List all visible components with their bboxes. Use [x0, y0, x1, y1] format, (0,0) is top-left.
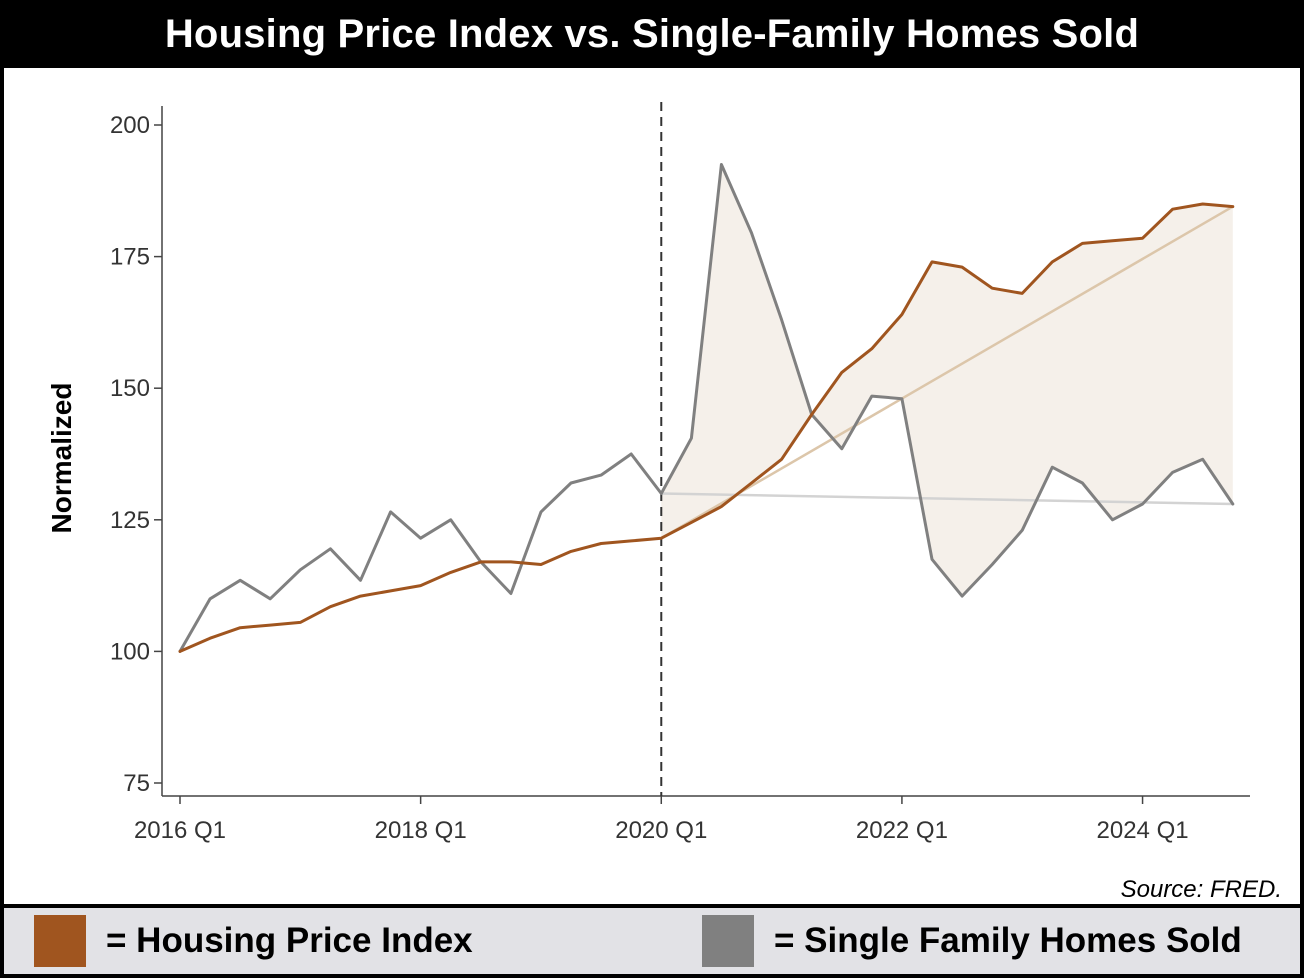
x-tick-label: 2016 Q1: [134, 817, 226, 844]
source-note: Source: FRED.: [1120, 876, 1282, 903]
chart-panel: 75 100 125 150 175 200 2016 Q1 2018 Q1 2020 Q1 20…: [4, 68, 1300, 904]
series-lines: [178, 163, 1235, 653]
series-line-hpi: [178, 202, 1235, 653]
y-tick-label: 200: [110, 112, 150, 139]
legend-label-homes: = Single Family Homes Sold: [774, 921, 1242, 960]
x-tick-label: 2018 Q1: [375, 817, 467, 844]
legend-swatch-hpi: [34, 915, 86, 967]
x-tick-label: 2020 Q1: [615, 817, 707, 844]
trend-line-homes: [661, 492, 1233, 506]
y-axis-label: Normalized: [46, 383, 77, 534]
post-2020-shaded-region: [661, 164, 1233, 597]
x-tick-label: 2024 Q1: [1097, 817, 1189, 844]
trend-lines: [660, 205, 1234, 540]
line-chart: 75 100 125 150 175 200 2016 Q1 2018 Q1 2020 Q1 20…: [46, 102, 1250, 844]
trend-line-hpi: [660, 205, 1234, 540]
legend-label-hpi: = Housing Price Index: [106, 921, 473, 960]
y-tick-label: 100: [110, 638, 150, 665]
legend-swatch-homes: [702, 915, 754, 967]
series-line-homes: [178, 163, 1235, 653]
x-tick-label: 2022 Q1: [856, 817, 948, 844]
y-tick-label: 75: [123, 770, 150, 797]
legend: = Housing Price Index = Single Family Ho…: [4, 908, 1300, 974]
legend-item-hpi: = Housing Price Index: [34, 908, 473, 974]
shaded-area: [661, 164, 1233, 597]
axes: [154, 102, 1250, 804]
y-tick-label: 175: [110, 244, 150, 271]
legend-item-homes: = Single Family Homes Sold: [702, 908, 1242, 974]
y-tick-label: 125: [110, 507, 150, 534]
y-tick-label: 150: [110, 375, 150, 402]
chart-title: Housing Price Index vs. Single-Family Ho…: [0, 0, 1304, 68]
axis-labels: 75 100 125 150 175 200 2016 Q1 2018 Q1 2020 Q1 20…: [46, 112, 1189, 844]
